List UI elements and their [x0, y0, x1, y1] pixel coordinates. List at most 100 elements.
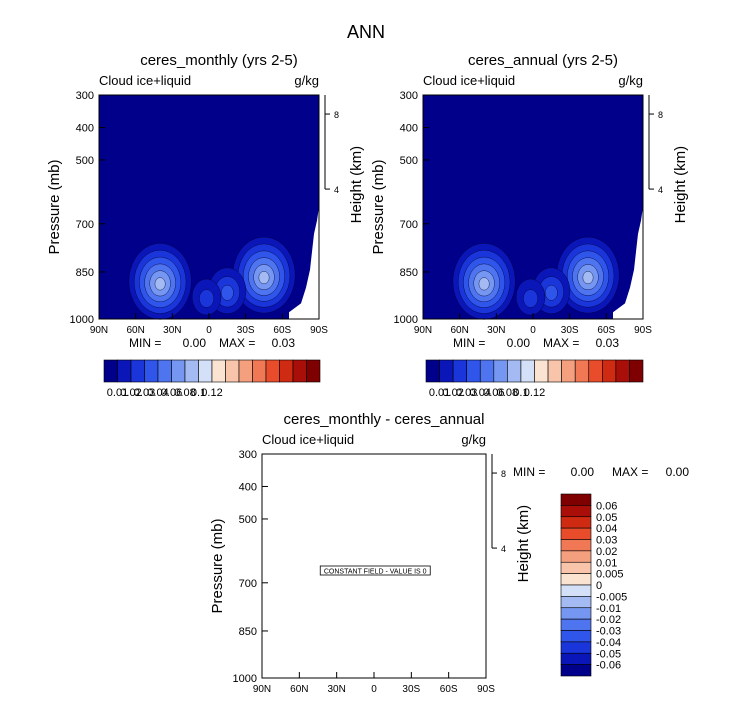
y-tick-label: 300 — [400, 90, 418, 102]
colorbar-swatch — [425, 359, 440, 383]
colorbar-swatch — [560, 561, 592, 574]
x-tick-label: 60S — [440, 684, 458, 695]
colorbar-swatch — [588, 359, 603, 383]
y-tick-label: 400 — [76, 122, 94, 134]
max-label: MAX = — [543, 336, 579, 350]
colorbar-swatch — [117, 359, 132, 383]
colorbar-swatch — [560, 652, 592, 665]
y-tick-label: 1000 — [394, 314, 418, 326]
colorbar-label: 0.1 — [191, 387, 206, 399]
colorbar-label: 0.05 — [596, 512, 617, 524]
x-tick-label: 90S — [310, 325, 328, 336]
colorbar-swatch — [439, 359, 454, 383]
height-tick-label: 4 — [501, 544, 506, 554]
max-value: 0.03 — [272, 336, 296, 350]
x-tick-label: 30N — [487, 325, 505, 336]
max-value: 0.03 — [596, 336, 620, 350]
contour-level-3-blob-2 — [544, 284, 558, 301]
min-value: 0.00 — [571, 465, 595, 479]
colorbar-swatch — [560, 493, 592, 506]
y-tick-label: 700 — [239, 578, 257, 590]
colorbar-label: 0.02 — [442, 387, 463, 399]
colorbar-label: -0.005 — [596, 591, 627, 603]
colorbar-label: 0.005 — [596, 569, 624, 581]
x-tick-label: 90N — [414, 325, 432, 336]
x-tick-label: 90N — [90, 325, 108, 336]
contour-level-3-blob-2 — [220, 284, 234, 301]
x-tick-label: 60S — [273, 325, 291, 336]
colorbar-label: 0.06 — [483, 387, 504, 399]
max-label: MAX = — [219, 336, 255, 350]
units-label: g/kg — [618, 73, 643, 88]
colorbar-label: -0.01 — [596, 603, 621, 615]
colorbar-label: 0.03 — [456, 387, 477, 399]
colorbar-swatch — [171, 359, 186, 383]
constant-field-box — [319, 565, 431, 576]
colorbar-label: 0 — [596, 580, 602, 592]
colorbar-swatch — [560, 641, 592, 654]
contour-level-6-blob-0 — [478, 277, 490, 291]
colorbar-swatch — [198, 359, 213, 383]
contour-level-6-blob-0 — [154, 277, 166, 291]
main-title: ANN — [347, 22, 385, 42]
x-tick-label: 30N — [163, 325, 181, 336]
y-tick-label: 500 — [400, 155, 418, 167]
x-tick-label: 30S — [561, 325, 579, 336]
colorbar-swatch — [560, 505, 592, 518]
min-label: MIN = — [513, 465, 545, 479]
x-tick-label: 90S — [634, 325, 652, 336]
y-tick-label: 300 — [76, 90, 94, 102]
colorbar-label: 0.08 — [497, 387, 518, 399]
min-value: 0.00 — [183, 336, 207, 350]
variable-label: Cloud ice+liquid — [262, 432, 354, 447]
colorbar-swatch — [574, 359, 590, 383]
x-tick-label: 90N — [253, 684, 271, 695]
colorbar-swatch — [184, 359, 199, 383]
colorbar-label: 0.12 — [524, 387, 545, 399]
colorbar-swatch — [560, 664, 592, 677]
contour-level-2-blob-3 — [199, 289, 214, 308]
contour-level-6-blob-1 — [258, 271, 270, 285]
units-label: g/kg — [294, 73, 319, 88]
height-tick-label: 8 — [658, 110, 663, 120]
y-tick-label: 850 — [76, 267, 94, 279]
x-tick-label: 60N — [126, 325, 144, 336]
colorbar-swatch — [265, 359, 280, 383]
colorbar-label: 0.03 — [596, 535, 617, 547]
colorbar-label: 0.08 — [174, 387, 195, 399]
chart-title: ceres_monthly (yrs 2-5) — [140, 52, 298, 69]
colorbar-swatch — [560, 584, 592, 597]
height-tick-label: 4 — [334, 185, 339, 195]
colorbar-swatch — [306, 359, 321, 383]
colorbar-label: 0.04 — [147, 387, 168, 399]
variable-label: Cloud ice+liquid — [423, 73, 515, 88]
y-axis-label: Pressure (mb) — [209, 518, 226, 613]
x-tick-label: 0 — [530, 325, 536, 336]
y-tick-label: 500 — [76, 155, 94, 167]
y-tick-label: 300 — [239, 449, 257, 461]
colorbar-swatch — [561, 359, 576, 383]
topography-mask — [289, 207, 319, 319]
constant-field-note: CONSTANT FIELD - VALUE IS 0 — [324, 568, 427, 575]
variable-label: Cloud ice+liquid — [99, 73, 191, 88]
colorbar-label: 0.02 — [596, 546, 617, 558]
colorbar-swatch — [534, 359, 549, 383]
min-label: MIN = — [129, 336, 161, 350]
min-value: 0.00 — [507, 336, 531, 350]
contour-level-6-blob-1 — [582, 271, 594, 285]
units-label: g/kg — [461, 432, 486, 447]
colorbar-swatch — [279, 359, 294, 383]
y-tick-label: 850 — [400, 267, 418, 279]
y-tick-label: 700 — [76, 219, 94, 231]
colorbar-label: 0.04 — [470, 387, 491, 399]
y-tick-label: 700 — [400, 219, 418, 231]
colorbar-swatch — [466, 359, 481, 383]
colorbar-swatch — [629, 359, 644, 383]
y-axis-label: Pressure (mb) — [370, 159, 387, 254]
chart-title: ceres_monthly - ceres_annual — [284, 411, 485, 428]
colorbar-label: -0.02 — [596, 614, 621, 626]
x-tick-label: 0 — [371, 684, 377, 695]
colorbar-swatch — [130, 359, 145, 383]
x-tick-label: 90S — [477, 684, 495, 695]
colorbar-swatch — [520, 359, 535, 383]
